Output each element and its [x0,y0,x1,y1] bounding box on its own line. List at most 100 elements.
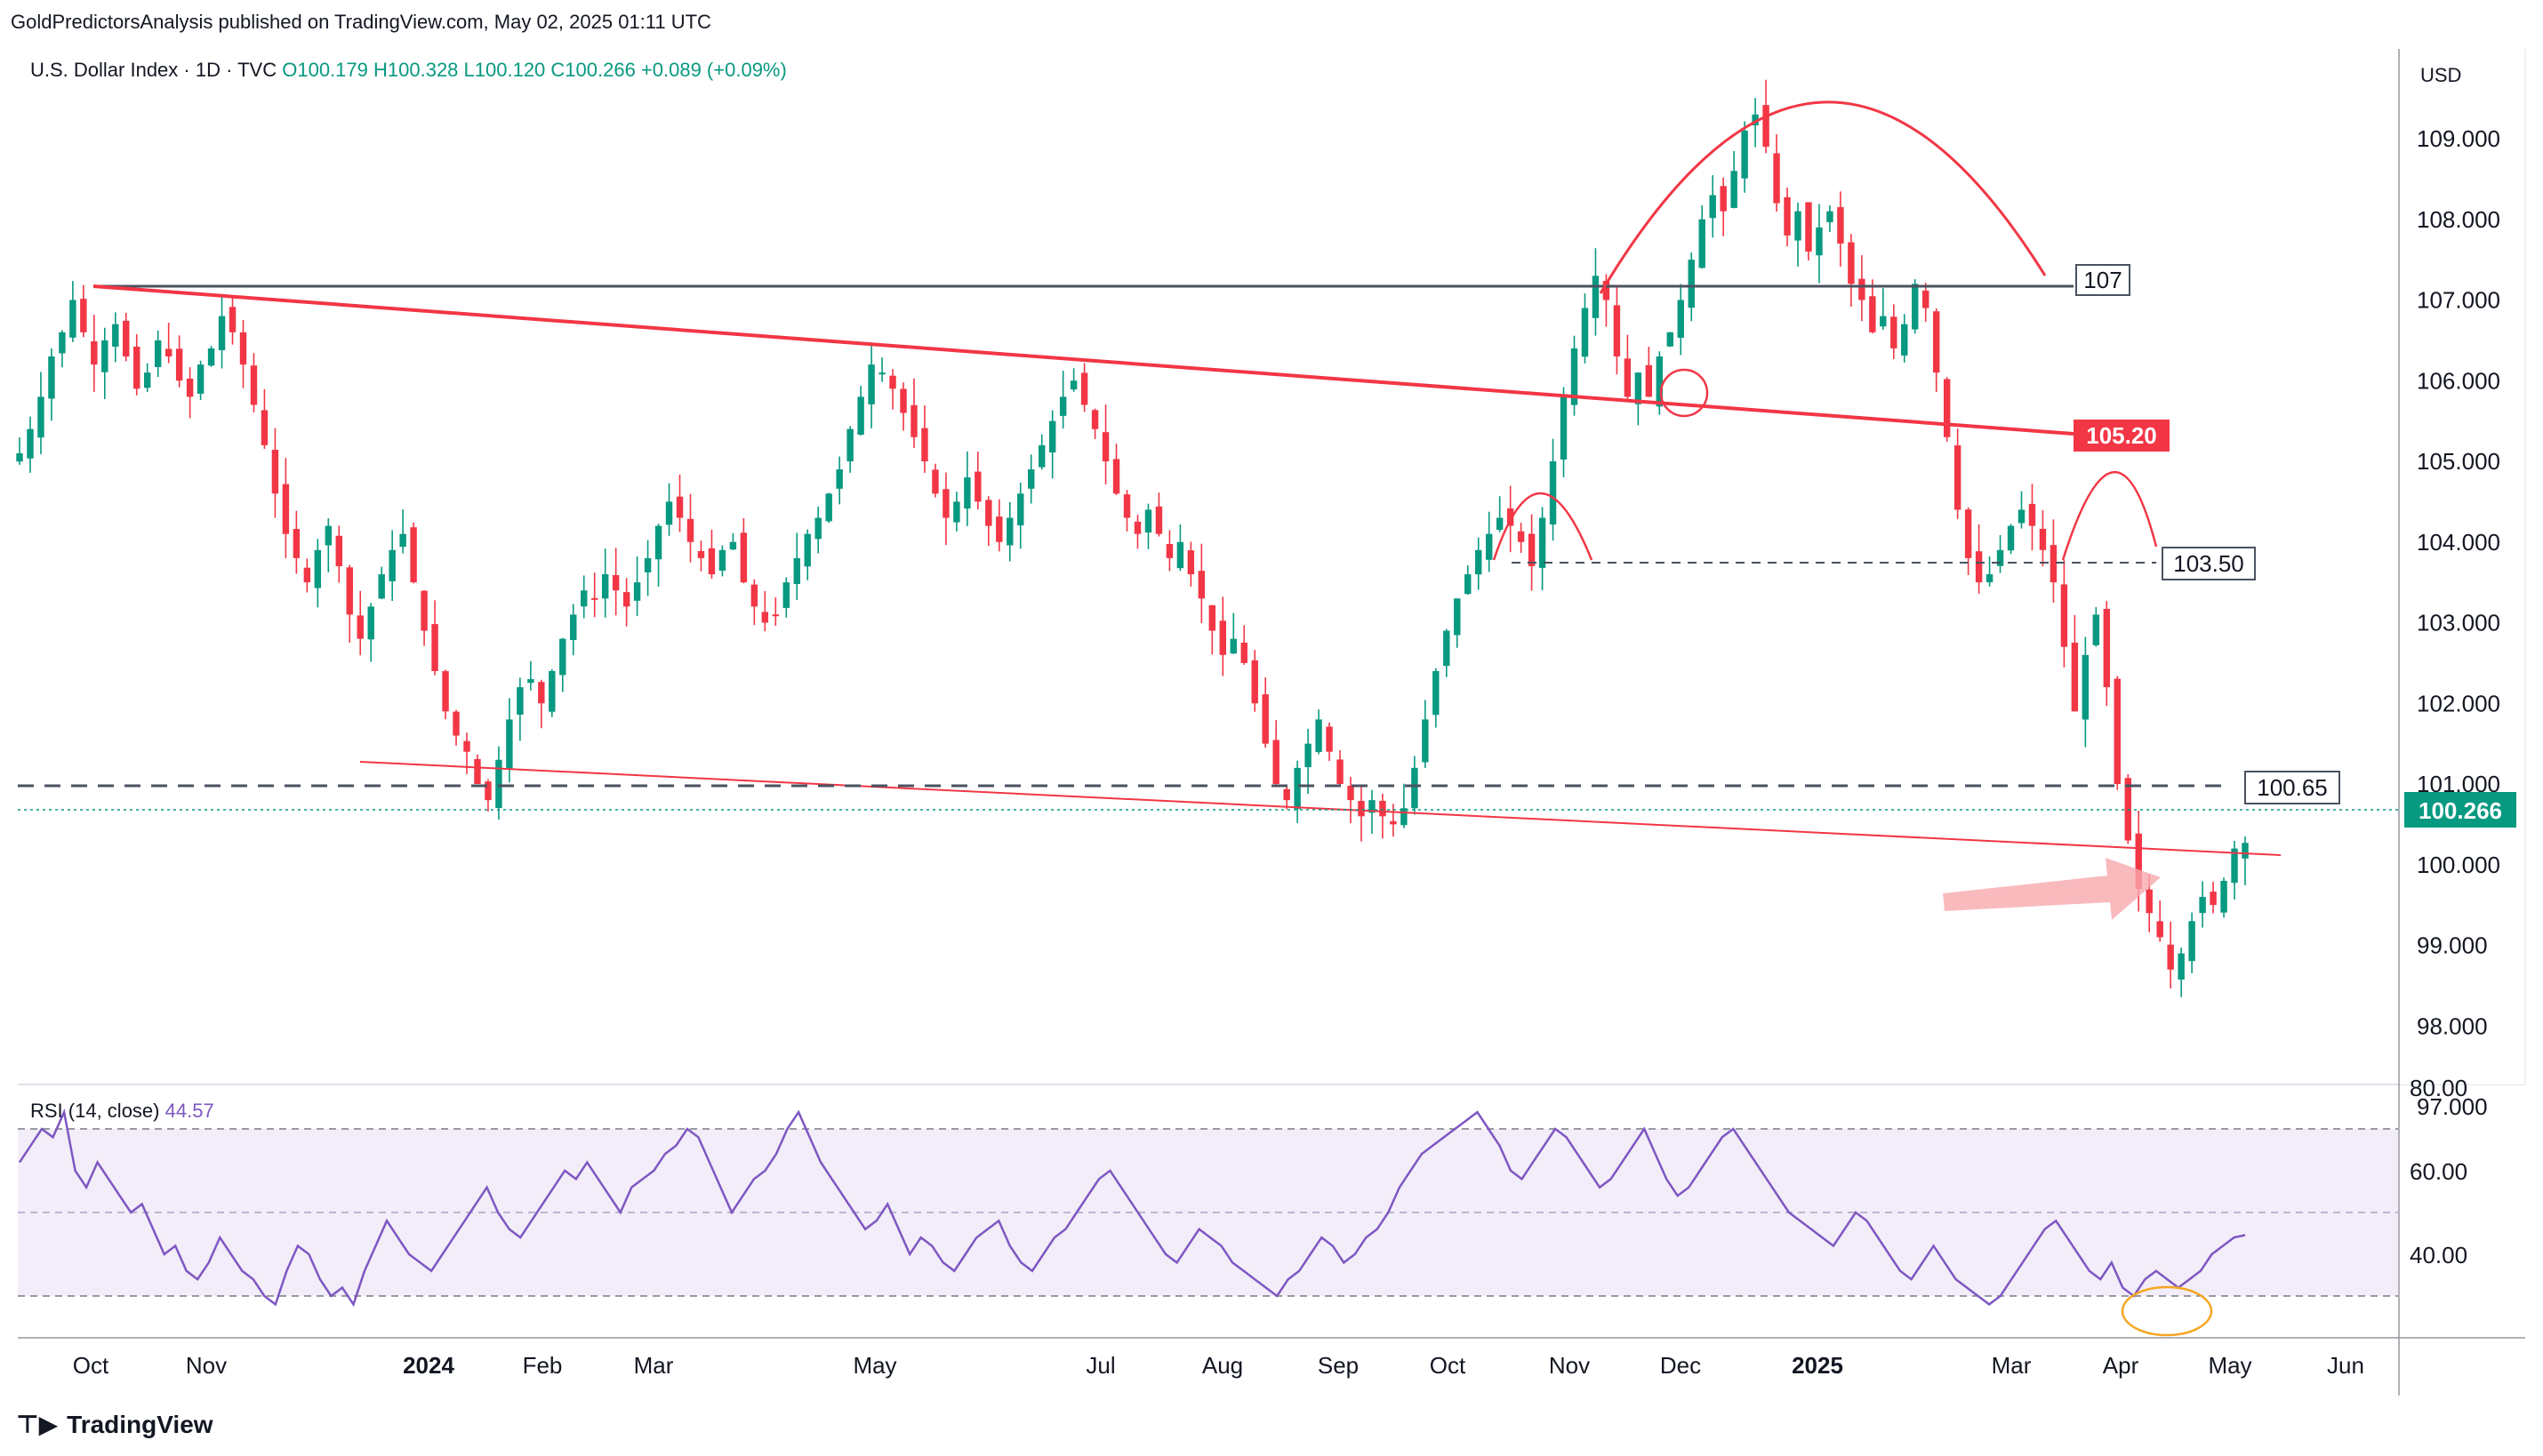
price-pane[interactable] [16,49,2398,1084]
candle-body [697,550,705,558]
candle-body [27,428,34,459]
candle-body [1144,509,1152,533]
candle-body [644,557,652,573]
candle-body [538,682,545,704]
candle-body [474,758,481,784]
candle-body [750,584,758,607]
candle-body [846,428,854,461]
candle-body [2028,503,2036,526]
candle-body [410,527,417,583]
small-arc-mar [2061,470,2158,561]
candle-body [943,489,950,518]
candle-body [239,332,247,365]
time-tick: 2024 [403,1352,454,1379]
time-tick: May [2208,1352,2251,1379]
candle-body [1912,284,1919,330]
candle-body [1858,278,1865,300]
candle-body [1869,296,1876,332]
candle-body [1624,358,1632,397]
currency-label[interactable]: USD [2420,64,2462,86]
candle-body [2167,944,2174,970]
candle-body [1932,311,1940,373]
candle-body [144,372,151,388]
candle-body [495,759,502,809]
candle-body [1528,533,1536,566]
candle-body [175,348,183,381]
price-axis[interactable]: 109.000 108.000 107.000 106.000 105.000 104.0… [2417,125,2500,1120]
candle-body [1837,207,1844,244]
candle-body [282,484,290,534]
candle-body [1454,598,1461,636]
time-tick: Oct [73,1352,109,1379]
candle-body [1688,260,1695,308]
candle-body [271,450,279,494]
price-tick: 99.000 [2417,932,2488,959]
candle-body [1730,171,1737,208]
candle-body [1251,660,1258,704]
candle-body [250,365,258,405]
candle-body [1848,242,1855,284]
candle-body [1134,521,1142,534]
candle-body [1613,305,1621,357]
candle-body [1762,105,1769,148]
rsi-pane[interactable]: 80.00 60.00 40.00 [18,1075,2467,1337]
time-tick: Oct [1430,1352,1466,1379]
level-label-100-65: 100.65 [2257,774,2328,801]
level-label-103-50: 103.50 [2173,550,2244,577]
candle-body [1581,308,1589,357]
candle-body [186,378,194,397]
candle-body [654,525,662,560]
candle-body [91,341,98,365]
candle-body [1880,316,1887,327]
candle-body [378,574,385,599]
candle-body [1485,533,1493,560]
price-tick: 98.000 [2417,1012,2488,1039]
candle-body [1240,642,1247,663]
candle-body [868,364,875,404]
candle-body [346,567,353,615]
candle-body [314,549,322,588]
candle-body [197,364,205,394]
candle-body [622,592,630,607]
rsi-tick-40: 40.00 [2410,1242,2467,1268]
candle-body [431,624,438,671]
candle-body [2018,509,2026,524]
candle-body [1964,509,1972,558]
candle-body [1506,508,1514,526]
candle-body [985,500,992,526]
candle-body [1379,800,1386,817]
candle-body [463,740,470,752]
candle-body [2092,614,2100,645]
rsi-label: RSI (14, close) [30,1100,160,1122]
candle-body [1390,820,1397,825]
candle-body [1400,808,1408,826]
candle-body [1602,280,1610,300]
rsi-tick-60: 60.00 [2410,1158,2467,1185]
candle-body [996,516,1003,542]
candle-body [1549,461,1557,525]
candle-body [1634,372,1642,404]
candle-body [804,533,811,567]
candle-body [911,404,918,437]
candle-body [1112,459,1120,494]
candle-body [1017,493,1024,526]
candle-body [953,501,960,523]
candle-body [2146,889,2153,914]
level-label-107: 107 [2083,267,2122,293]
candle-body [2220,880,2227,913]
candle-body [1283,788,1290,801]
candle-body [1890,316,1897,348]
tradingview-brand[interactable]: ⊤▶ TradingView [16,1410,213,1439]
candle-body [164,348,172,357]
candle-body [1741,130,1748,179]
candle-body [2135,833,2142,889]
candle-body [2071,643,2079,712]
candle-body [1059,396,1067,416]
candle-body [612,574,620,591]
time-axis[interactable]: Oct Nov 2024 Feb Mar May Jul Aug Sep Oct Nov Dec 202… [73,1352,2364,1379]
symbol-legend: U.S. Dollar Index · 1D · TVC O100.179 H1… [30,59,787,82]
candle-body [1038,444,1046,468]
candle-body [1294,767,1301,810]
price-tick: 97.000 [2417,1093,2488,1120]
